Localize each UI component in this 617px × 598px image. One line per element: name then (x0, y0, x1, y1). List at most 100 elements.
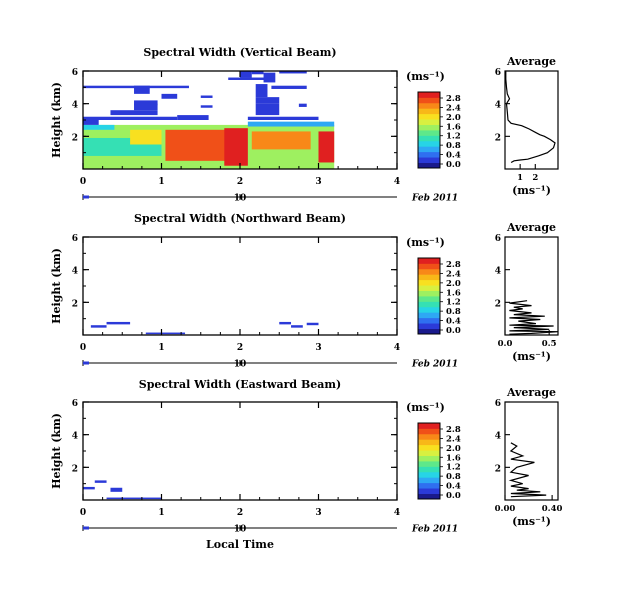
colorbar-swatch (418, 92, 440, 98)
x-tick-label: 2 (237, 508, 243, 518)
colorbar-tick-label: 1.2 (446, 132, 461, 142)
average-y-tick-label: 2 (495, 133, 501, 143)
heatmap-cell (90, 325, 107, 328)
colorbar-swatch (418, 97, 440, 104)
colorbar-swatch (418, 488, 440, 494)
colorbar-swatch (418, 113, 440, 120)
plot-frame (82, 236, 398, 336)
colorbar-swatch (418, 433, 440, 440)
average-y-tick-label: 4 (495, 432, 501, 442)
x-tick-label: 3 (315, 177, 321, 187)
colorbar-tick-label: 1.6 (446, 453, 461, 463)
colorbar-swatch (418, 455, 440, 462)
colorbar-unit-label: (ms⁻¹) (406, 401, 445, 414)
colorbar-swatch (418, 312, 440, 319)
heatmap-cell (134, 103, 158, 111)
colorbar-swatch (418, 477, 440, 484)
average-x-tick-label: 0.40 (542, 504, 563, 514)
y-tick-label: 2 (72, 299, 78, 309)
heatmap-cell (200, 105, 213, 108)
colorbar-tick-label: 2.4 (446, 269, 461, 279)
y-tick-label: 4 (72, 432, 78, 442)
x-tick-label: 4 (394, 343, 400, 353)
colorbar-swatch (418, 296, 440, 302)
average-y-tick-label: 6 (495, 68, 501, 78)
colorbar-swatch (418, 439, 440, 446)
heatmap-cell (145, 332, 186, 335)
average-y-tick-label: 6 (495, 234, 501, 244)
plot-frame (82, 401, 398, 501)
heatmap-cell (255, 84, 268, 98)
colorbar-swatch (418, 423, 440, 429)
average-x-tick-label: 0.00 (495, 504, 516, 514)
y-tick-label: 6 (72, 234, 78, 244)
y-tick-label: 2 (72, 133, 78, 143)
heatmap-cell (161, 93, 178, 99)
colorbar-swatch (418, 466, 440, 473)
colorbar-swatch (418, 285, 440, 291)
y-tick-label: 6 (72, 68, 78, 78)
colorbar-swatch (418, 444, 440, 451)
heatmap-cell (247, 121, 335, 127)
x-tick-label: 4 (394, 508, 400, 518)
colorbar-swatch (418, 263, 440, 270)
average-frame (504, 401, 559, 501)
x-tick-label: 1 (158, 508, 164, 518)
colorbar-swatch (418, 274, 440, 281)
colorbar-swatch (418, 279, 440, 286)
colorbar-tick-label: 1.2 (446, 298, 461, 308)
heatmap-cell (134, 100, 158, 106)
x-tick-label: 1 (158, 177, 164, 187)
heatmap-cell (240, 71, 252, 78)
date-center-label: 10 (234, 525, 247, 535)
colorbar-swatch (418, 258, 440, 264)
average-title: Average (506, 55, 556, 68)
colorbar-tick-label: 2.0 (446, 279, 461, 289)
y-tick-label: 2 (72, 464, 78, 474)
colorbar-swatch (418, 108, 440, 115)
y-axis-label: Height (km) (50, 413, 63, 489)
colorbar-tick-label: 2.8 (446, 260, 461, 270)
average-y-tick-label: 2 (495, 299, 501, 309)
colorbar-tick-label: 1.6 (446, 288, 461, 298)
colorbar-tick-label: 0.4 (446, 317, 461, 327)
colorbar-tick-label: 2.8 (446, 94, 461, 104)
colorbar-tick-label: 1.6 (446, 122, 461, 132)
x-tick-label: 0 (80, 177, 86, 187)
colorbar-tick-label: 0.8 (446, 472, 461, 482)
heatmap-cell (130, 129, 162, 145)
colorbar-swatch (418, 124, 440, 131)
average-x-tick-label: 2 (532, 173, 538, 183)
colorbar-swatch (418, 301, 440, 308)
average-title: Average (506, 386, 556, 399)
colorbar-swatch (418, 482, 440, 489)
colorbar-swatch (418, 428, 440, 435)
date-center-label: 10 (234, 194, 247, 204)
date-label: Feb 2011 (411, 194, 458, 204)
heatmap-cells (90, 321, 319, 335)
colorbar-tick-label: 2.4 (446, 434, 461, 444)
heatmap-cell (83, 85, 189, 89)
colorbar-swatch (418, 102, 440, 109)
average-y-tick-label: 6 (495, 399, 501, 409)
average-x-tick-label: 0.0 (498, 339, 513, 349)
colorbar-swatch (418, 268, 440, 275)
heatmap-cell (134, 85, 150, 94)
colorbar-swatch (418, 146, 440, 153)
average-frame (504, 236, 559, 336)
average-y-tick-label: 4 (495, 267, 501, 277)
heatmap-cell (263, 72, 276, 83)
colorbar-swatch (418, 135, 440, 142)
heatmap-cell (177, 115, 209, 120)
average-x-tick-label: 1 (517, 173, 523, 183)
colorbar-tick-label: 1.2 (446, 463, 461, 473)
y-axis-label: Height (km) (50, 248, 63, 324)
heatmap-cell (291, 325, 303, 328)
heatmap-cell (94, 480, 107, 483)
colorbar-swatch (418, 450, 440, 456)
average-y-tick-label: 4 (495, 101, 501, 111)
colorbar-swatch (418, 328, 440, 335)
x-tick-label: 2 (237, 343, 243, 353)
heatmap-cell (255, 97, 280, 104)
y-tick-label: 4 (72, 101, 78, 111)
